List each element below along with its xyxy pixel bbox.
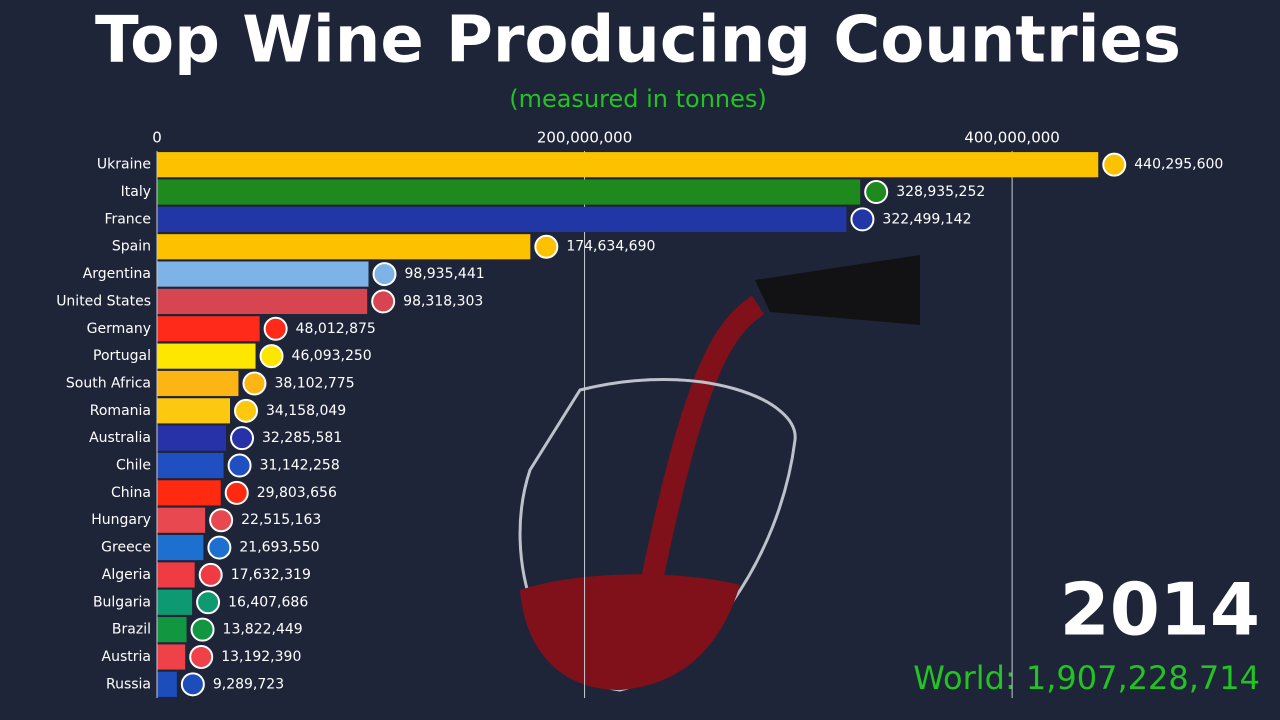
bar: [157, 316, 260, 342]
total-label: World: 1,907,228,714: [913, 659, 1260, 697]
flag-icon: [198, 562, 223, 587]
bar: [157, 261, 369, 287]
flag-icon: [207, 535, 232, 560]
y-tick-label: Romania: [90, 403, 151, 419]
value-label: 13,822,449: [223, 622, 303, 638]
pour: [629, 295, 765, 643]
value-label: 328,935,252: [896, 184, 985, 200]
flag-icon: [190, 617, 215, 642]
y-tick-label: Australia: [89, 430, 151, 446]
bar: [157, 589, 193, 615]
flag-icon: [189, 644, 214, 669]
bar: [157, 343, 256, 369]
value-label: 322,499,142: [882, 211, 971, 227]
value-label: 46,093,250: [292, 348, 372, 364]
flag-icon: [372, 262, 397, 287]
y-tick-label: Russia: [106, 676, 151, 692]
value-label: 98,318,303: [403, 293, 483, 309]
value-label: 13,192,390: [221, 649, 301, 665]
flag-icon: [230, 426, 255, 451]
y-tick-label: Algeria: [102, 567, 151, 583]
y-tick-label: Hungary: [91, 512, 151, 528]
wine-glass: [518, 255, 920, 692]
y-tick-label: Italy: [121, 184, 151, 200]
y-tick-label: France: [104, 211, 151, 227]
y-tick-label: Chile: [116, 458, 151, 474]
y-tick-label: Germany: [87, 321, 151, 337]
value-label: 174,634,690: [566, 239, 655, 255]
bar: [157, 425, 227, 451]
chart-subtitle: (measured in tonnes): [509, 85, 767, 113]
wine: [520, 574, 740, 690]
value-label: 98,935,441: [405, 266, 485, 282]
value-label: 34,158,049: [266, 403, 346, 419]
flag-icon: [224, 480, 249, 505]
bar: [157, 480, 221, 506]
chart-title: Top Wine Producing Countries: [95, 4, 1181, 78]
bar: [157, 152, 1099, 178]
x-tick-label: 200,000,000: [537, 129, 632, 147]
value-label: 16,407,686: [228, 594, 308, 610]
value-label: 21,693,550: [239, 540, 319, 556]
bottle: [755, 255, 920, 325]
value-label: 440,295,600: [1134, 157, 1223, 173]
y-tick-label: South Africa: [66, 375, 151, 391]
y-tick-label: China: [111, 485, 151, 501]
y-tick-label: Portugal: [93, 348, 151, 364]
y-tick-label: Ukraine: [97, 157, 151, 173]
flag-icon: [234, 398, 259, 423]
bar: [157, 234, 531, 260]
y-tick-label: Bulgaria: [93, 594, 151, 610]
flag-icon: [371, 289, 396, 314]
value-label: 17,632,319: [231, 567, 311, 583]
value-label: 22,515,163: [241, 512, 321, 528]
value-label: 9,289,723: [213, 676, 284, 692]
value-label: 32,285,581: [262, 430, 342, 446]
value-label: 31,142,258: [260, 458, 340, 474]
flag-icon: [850, 207, 875, 232]
value-label: 48,012,875: [296, 321, 376, 337]
y-tick-label: Austria: [102, 649, 151, 665]
flag-icon: [196, 590, 221, 615]
bar: [157, 179, 861, 205]
flag-icon: [1102, 152, 1127, 177]
bar: [157, 288, 368, 315]
flag-icon: [209, 508, 234, 533]
flag-icon: [242, 371, 267, 396]
flag-icon: [259, 344, 284, 369]
bar: [157, 206, 847, 232]
y-tick-label: Brazil: [112, 622, 151, 638]
flag-icon: [180, 672, 205, 697]
x-tick-label: 0: [152, 129, 162, 147]
y-tick-label: Spain: [112, 239, 151, 255]
year-label: 2014: [1060, 568, 1260, 652]
value-label: 29,803,656: [257, 485, 337, 501]
bar: [157, 370, 239, 397]
bar: [157, 562, 195, 588]
flag-icon: [227, 453, 252, 478]
x-tick-label: 400,000,000: [964, 129, 1059, 147]
y-tick-label: United States: [56, 293, 151, 309]
bar: [157, 671, 177, 697]
flag-icon: [534, 234, 559, 259]
flag-icon: [864, 180, 889, 205]
y-tick-label: Argentina: [83, 266, 151, 282]
bar: [157, 617, 187, 643]
flag-icon: [263, 316, 288, 341]
bar: [157, 398, 231, 424]
bar: [157, 452, 224, 479]
y-tick-label: Greece: [101, 540, 151, 556]
value-label: 38,102,775: [274, 375, 354, 391]
bar: [157, 507, 206, 533]
bar: [157, 534, 204, 561]
bar: [157, 644, 186, 670]
